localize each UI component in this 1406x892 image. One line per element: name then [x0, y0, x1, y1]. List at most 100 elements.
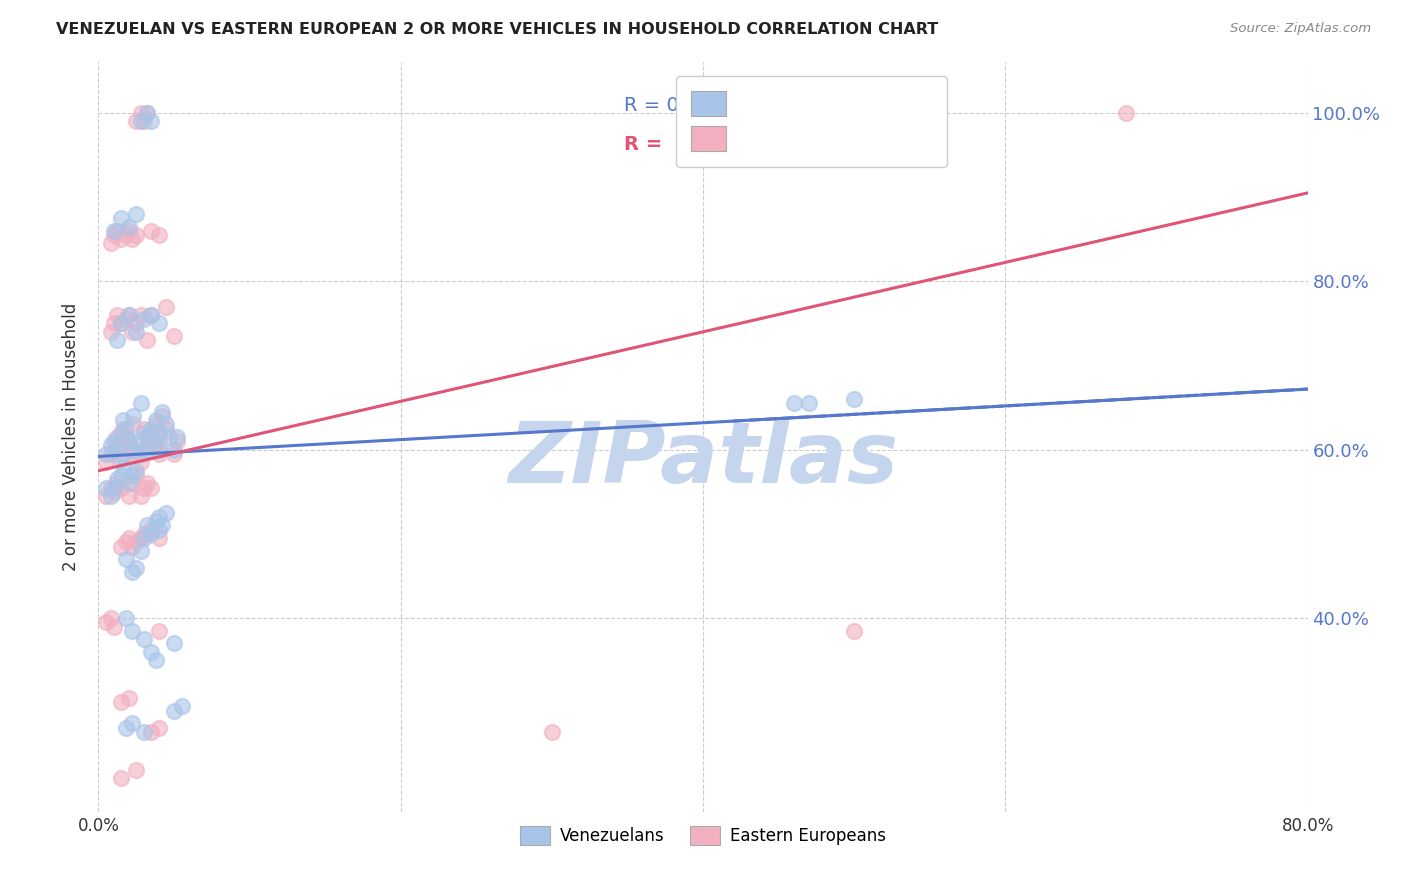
Point	[110, 317, 132, 331]
Point	[135, 333, 157, 347]
Point	[100, 489, 122, 503]
Point	[1115, 106, 1137, 120]
Point	[121, 442, 143, 457]
Point	[135, 430, 157, 444]
Point	[103, 434, 125, 449]
Point	[103, 484, 125, 499]
Point	[129, 455, 152, 469]
Point	[132, 312, 155, 326]
Point	[100, 611, 122, 625]
Point	[141, 308, 163, 322]
Point	[105, 442, 128, 457]
Point	[94, 489, 117, 503]
Point	[844, 624, 866, 638]
Text: Source: ZipAtlas.com: Source: ZipAtlas.com	[1230, 22, 1371, 36]
Point	[132, 527, 155, 541]
Point	[103, 442, 125, 457]
Point	[163, 636, 186, 650]
Point	[114, 422, 136, 436]
Point	[132, 422, 155, 436]
Text: VENEZUELAN VS EASTERN EUROPEAN 2 OR MORE VEHICLES IN HOUSEHOLD CORRELATION CHART: VENEZUELAN VS EASTERN EUROPEAN 2 OR MORE…	[56, 22, 938, 37]
Point	[114, 611, 136, 625]
Point	[103, 317, 125, 331]
Point	[122, 409, 145, 423]
Point	[141, 224, 163, 238]
Point	[148, 624, 170, 638]
Point	[145, 514, 167, 528]
Point	[129, 308, 152, 322]
Point	[118, 438, 141, 452]
Point	[110, 695, 132, 709]
Point	[94, 455, 117, 469]
Point	[125, 560, 148, 574]
Point	[121, 624, 143, 638]
Point	[136, 438, 159, 452]
Point	[148, 317, 170, 331]
Point	[118, 308, 141, 322]
Point	[125, 467, 148, 482]
Text: R =  0.313   N = 80: R = 0.313 N = 80	[624, 135, 831, 154]
Point	[141, 425, 163, 440]
Point	[132, 724, 155, 739]
Point	[136, 430, 159, 444]
Point	[141, 523, 163, 537]
Point	[125, 434, 148, 449]
Point	[150, 409, 173, 423]
Point	[111, 413, 134, 427]
Point	[121, 447, 143, 461]
Point	[132, 632, 155, 647]
Point	[143, 438, 166, 452]
Point	[135, 106, 157, 120]
Point	[145, 417, 167, 432]
Point	[129, 396, 152, 410]
Point	[141, 114, 163, 128]
Point	[148, 425, 170, 440]
Point	[129, 531, 152, 545]
Point	[118, 489, 141, 503]
Point	[118, 224, 141, 238]
Point	[110, 771, 132, 785]
Point	[118, 434, 141, 449]
Point	[163, 442, 186, 457]
Point	[141, 527, 163, 541]
Point	[121, 540, 143, 554]
Point	[150, 518, 173, 533]
Point	[110, 232, 132, 246]
Point	[121, 716, 143, 731]
Point	[125, 317, 148, 331]
Y-axis label: 2 or more Vehicles in Household: 2 or more Vehicles in Household	[62, 303, 80, 571]
Point	[141, 724, 163, 739]
Point	[114, 312, 136, 326]
Point	[103, 481, 125, 495]
Point	[148, 434, 170, 449]
Point	[163, 704, 186, 718]
Point	[125, 464, 148, 478]
Point	[148, 227, 170, 242]
Point	[125, 763, 148, 777]
Point	[155, 417, 177, 432]
Point	[844, 392, 866, 407]
Point	[94, 481, 117, 495]
Point	[166, 434, 188, 449]
Point	[159, 430, 181, 444]
Point	[141, 308, 163, 322]
Point	[132, 114, 155, 128]
Point	[100, 447, 122, 461]
Point	[110, 425, 132, 440]
Point	[129, 106, 152, 120]
Point	[105, 224, 128, 238]
Point	[125, 114, 148, 128]
Point	[132, 531, 155, 545]
Point	[135, 476, 157, 491]
Point	[135, 106, 157, 120]
Point	[132, 425, 155, 440]
Point	[108, 451, 131, 466]
Point	[100, 325, 122, 339]
Point	[118, 531, 141, 545]
Point	[94, 615, 117, 630]
Point	[163, 329, 186, 343]
Point	[114, 552, 136, 566]
Point	[148, 447, 170, 461]
Point	[143, 434, 166, 449]
Point	[155, 506, 177, 520]
